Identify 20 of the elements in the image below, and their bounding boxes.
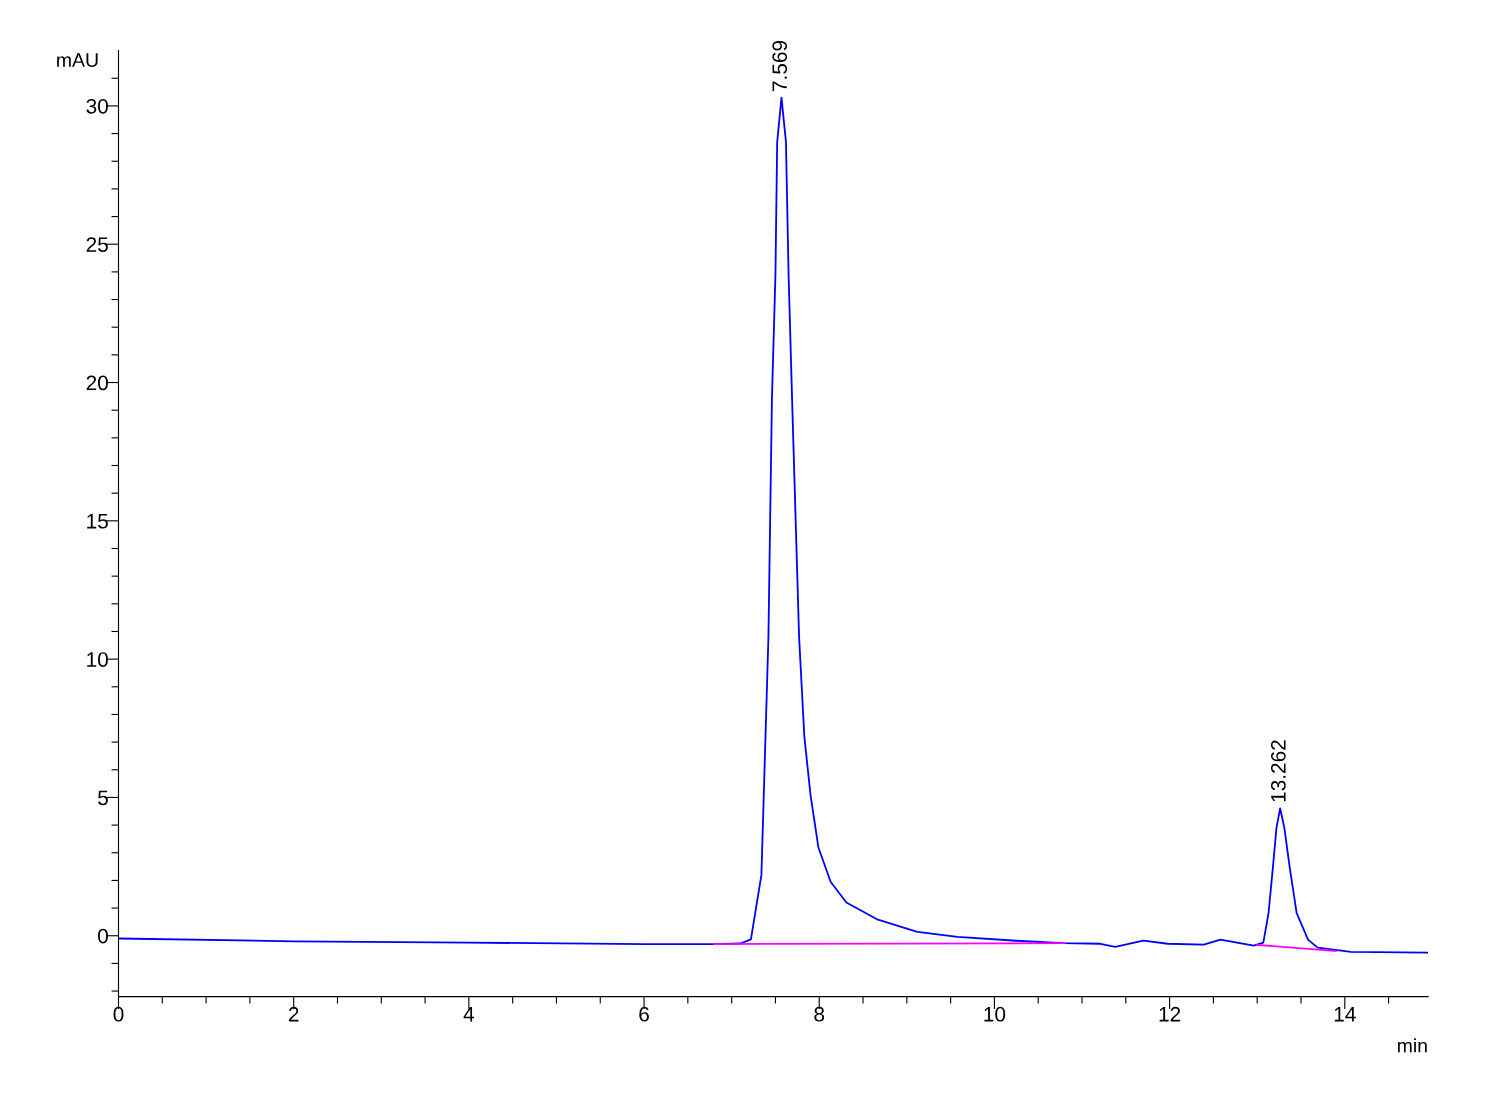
y-tick-label: 5 [98,790,108,806]
x-tick-label: 6 [639,1006,649,1022]
x-tick-label: 2 [288,1006,299,1022]
annotation: 7.569 [772,40,788,91]
y-tick-label: 20 [86,375,108,391]
y-axis-title: mAU [57,53,98,67]
y-tick-label: 0 [98,928,108,944]
x-tick-label: 4 [463,1007,475,1022]
annotation: 13.262 [1270,740,1286,802]
x-tick-label: 12 [1159,1006,1181,1022]
x-tick-label: 0 [113,1006,124,1022]
x-tick-label: 10 [984,1006,1006,1022]
x-axis-title: min [1397,1038,1427,1053]
x-tick-label: 8 [814,1006,825,1022]
y-tick-label: 15 [87,514,108,529]
y-tick-label: 10 [87,652,108,667]
y-tick-label: 25 [86,237,108,252]
line-series [118,96,1428,954]
x-tick-label: 14 [1334,1007,1356,1022]
y-tick-label: 30 [86,98,108,114]
